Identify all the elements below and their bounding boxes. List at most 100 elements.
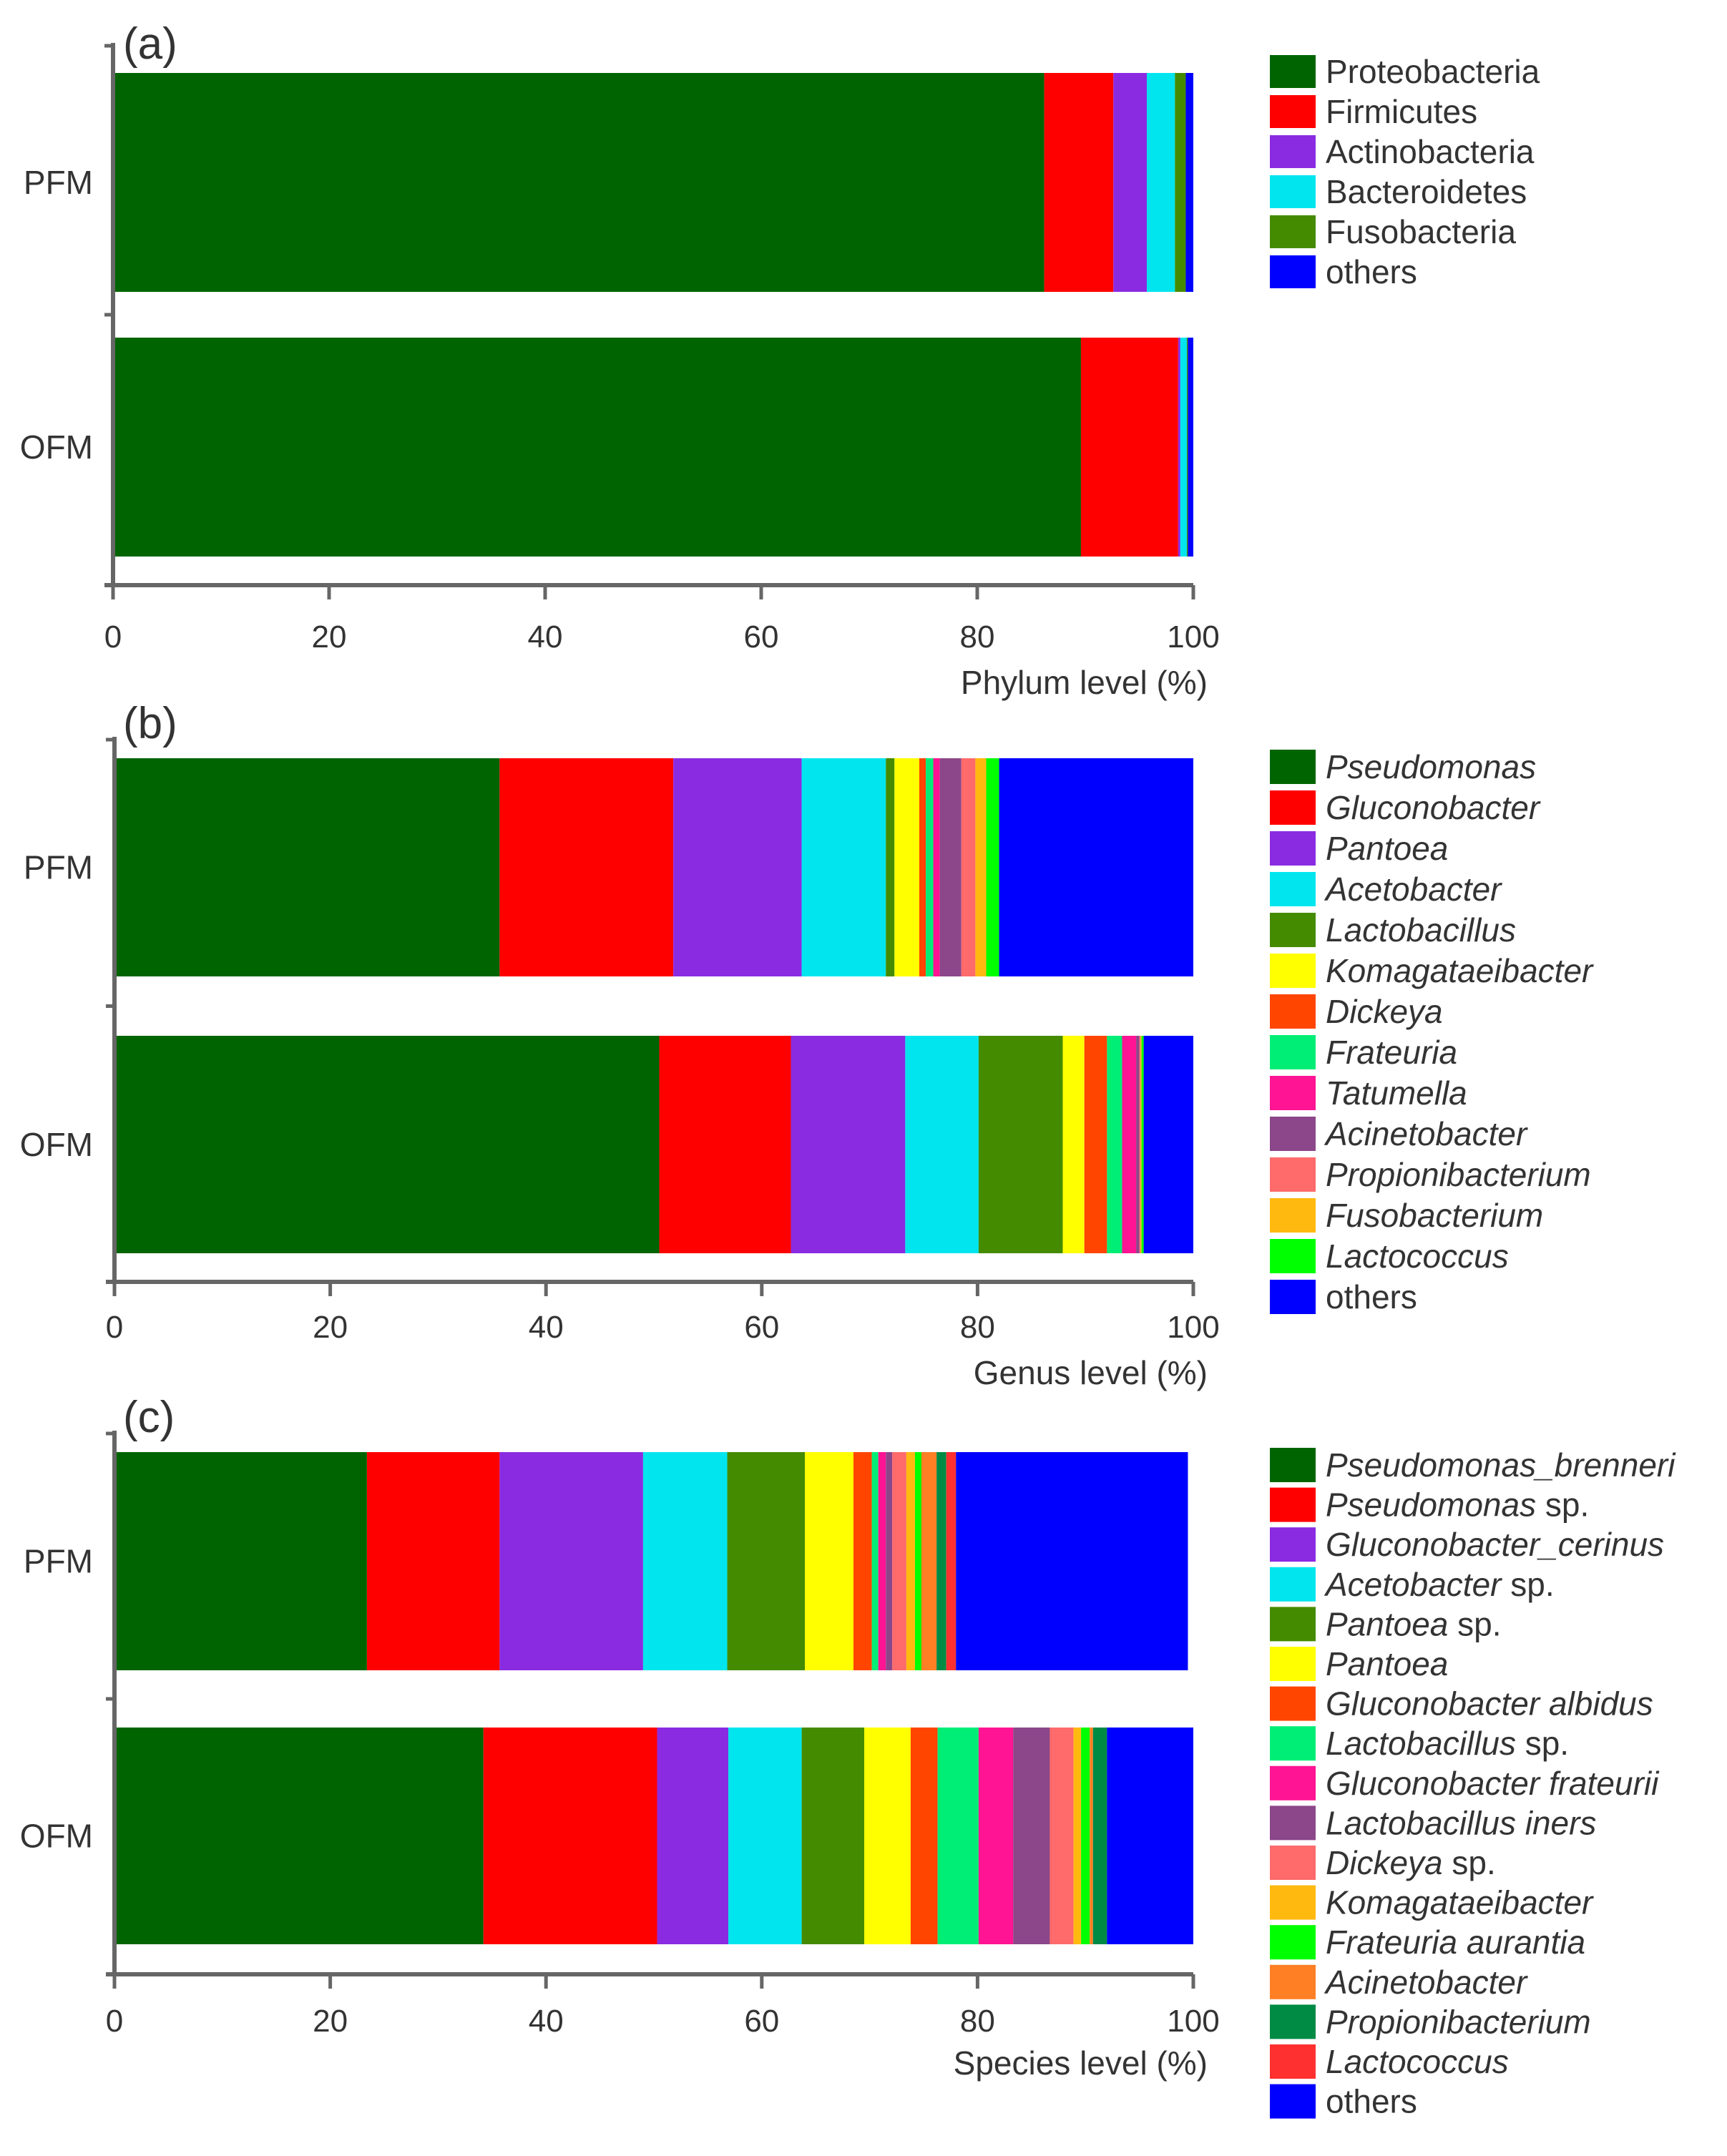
bar-segment-ofm-3: [905, 1036, 979, 1253]
legend-label: Pseudomonas: [1326, 748, 1536, 785]
legend: ProteobacteriaFirmicutesActinobacteriaBa…: [1270, 53, 1540, 290]
bar-segment-ofm-5: [1188, 338, 1193, 557]
panel-label: (b): [123, 699, 177, 748]
bar-segment-pfm-2: [1113, 73, 1148, 292]
bar-segment-ofm-3: [1180, 338, 1187, 557]
bar-segment-ofm-6: [910, 1728, 938, 1944]
legend-label: Propionibacterium: [1326, 1156, 1591, 1193]
legend-label: Pantoea sp.: [1326, 1605, 1502, 1642]
x-tick-label: 60: [744, 619, 779, 655]
bar-segment-ofm-2: [1178, 338, 1180, 557]
legend-swatch: [1270, 913, 1316, 947]
bar-segment-ofm-1: [1080, 338, 1178, 557]
legend-label: Lactococcus: [1326, 1238, 1509, 1275]
legend-label: Actinobacteria: [1326, 133, 1535, 170]
legend-label: Gluconobacter_cerinus: [1326, 1526, 1664, 1563]
bar-segment-ofm-0: [113, 338, 1081, 557]
bar-segment-ofm-0: [114, 1728, 484, 1944]
legend-swatch: [1270, 1726, 1316, 1761]
bar-segment-pfm-9: [886, 1452, 893, 1670]
bar-segment-ofm-2: [657, 1728, 729, 1944]
legend-label: Lactococcus: [1326, 2043, 1509, 2080]
bar-segment-ofm-6: [1084, 1036, 1107, 1253]
legend-label: Bacteroidetes: [1326, 173, 1527, 210]
legend-label: Pseudomonas_brenneri: [1326, 1446, 1676, 1484]
bar-segment-pfm-5: [894, 758, 919, 976]
bar-segment-ofm-5: [864, 1728, 911, 1944]
bar-segment-pfm-2: [673, 758, 802, 976]
legend-label: Acinetobacter: [1324, 1115, 1528, 1152]
bar-segment-pfm-15: [946, 1452, 957, 1670]
category-label-ofm: OFM: [20, 1818, 93, 1855]
legend-label: Fusobacteria: [1326, 213, 1516, 250]
bar-segment-ofm-0: [114, 1036, 660, 1253]
panel-a: PFM OFM 0 20 40 60 80 100 Phylum level (%) (a) Pro…: [20, 19, 1540, 701]
legend-swatch: [1270, 1239, 1316, 1273]
legend-label: Frateuria: [1326, 1034, 1457, 1071]
legend-swatch: [1270, 1925, 1316, 1960]
legend-label: Gluconobacter albidus: [1326, 1685, 1653, 1723]
panel-b: PFM OFM 0 20 40 60 80 100 Genus level (%) (b) Pseu…: [20, 699, 1594, 1391]
bar-segment-pfm-13: [999, 758, 1193, 976]
x-axis-title: Genus level (%): [974, 1354, 1208, 1391]
bar-segment-pfm-9: [939, 758, 962, 976]
bar-segment-ofm-4: [801, 1728, 865, 1944]
category-label-pfm: PFM: [24, 1543, 93, 1580]
x-tick-label: 80: [960, 1310, 995, 1345]
legend-swatch: [1270, 1280, 1316, 1314]
legend-swatch: [1270, 215, 1316, 248]
legend-swatch: [1270, 1647, 1316, 1681]
bar-segment-ofm-4: [1186, 338, 1188, 557]
bar-segment-ofm-3: [728, 1728, 802, 1944]
x-tick-label: 80: [960, 2004, 995, 2039]
bar-segment-pfm-7: [926, 758, 934, 976]
bar-segment-pfm-6: [919, 758, 926, 976]
legend-label: Acetobacter sp.: [1324, 1566, 1555, 1603]
category-label-pfm: PFM: [24, 849, 93, 886]
bar-segment-pfm-0: [114, 758, 500, 976]
bar-segment-ofm-2: [791, 1036, 906, 1253]
legend-swatch: [1270, 1198, 1316, 1233]
legend-label: Lactobacillus: [1326, 911, 1516, 949]
bar-segment-pfm-0: [113, 73, 1044, 292]
bar-segment-ofm-1: [483, 1728, 657, 1944]
bar-segment-ofm-10: [1139, 1036, 1141, 1253]
bar-segment-pfm-0: [114, 1452, 367, 1670]
legend-label: Dickeya sp.: [1326, 1844, 1496, 1881]
legend-swatch: [1270, 135, 1316, 168]
legend-swatch: [1270, 255, 1316, 288]
legend-swatch: [1270, 1885, 1316, 1920]
bar-segment-pfm-3: [801, 758, 886, 976]
category-label-ofm: OFM: [20, 1126, 93, 1163]
legend-swatch: [1270, 1527, 1316, 1562]
legend-swatch: [1270, 175, 1316, 208]
legend-swatch: [1270, 1567, 1316, 1602]
legend-swatch: [1270, 1076, 1316, 1110]
legend-label: Proteobacteria: [1326, 53, 1540, 90]
x-axis-title: Phylum level (%): [961, 664, 1208, 701]
legend-label: others: [1326, 2083, 1417, 2120]
legend-swatch: [1270, 1765, 1316, 1800]
bar-segment-pfm-7: [871, 1452, 879, 1670]
legend-swatch: [1270, 1157, 1316, 1192]
legend-swatch: [1270, 1607, 1316, 1642]
legend-label: Pantoea: [1326, 1645, 1448, 1682]
legend-swatch: [1270, 1846, 1316, 1880]
legend-swatch: [1270, 95, 1316, 128]
bar-segment-pfm-10: [892, 1452, 906, 1670]
bar-segment-ofm-4: [978, 1036, 1063, 1253]
legend-swatch: [1270, 1487, 1316, 1522]
legend: Pseudomonas Gluconobacter Pantoea Acetobact…: [1270, 748, 1594, 1315]
legend-swatch: [1270, 872, 1316, 906]
bar-segment-ofm-5: [1062, 1036, 1085, 1253]
bar-segment-pfm-1: [366, 1452, 500, 1670]
legend-swatch: [1270, 994, 1316, 1029]
legend-label: Lactobacillus sp.: [1326, 1725, 1569, 1762]
bar-segment-ofm-10: [1050, 1728, 1074, 1944]
x-tick-label: 80: [960, 619, 995, 655]
panel-c: PFM OFM 0 20 40 60 80 100 Species level (%) (c) Ps…: [20, 1393, 1676, 2120]
legend-label: others: [1326, 1278, 1417, 1315]
x-tick-label: 100: [1167, 1310, 1219, 1345]
legend-label: Acetobacter: [1324, 871, 1502, 908]
